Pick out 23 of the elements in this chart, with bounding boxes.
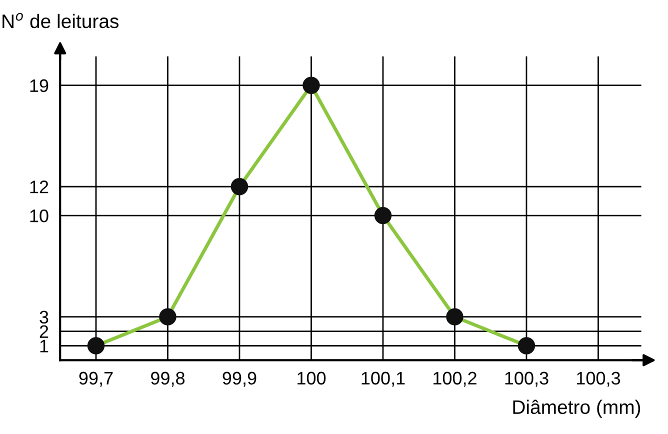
point — [230, 178, 248, 196]
y-tick-label: 2 — [40, 325, 48, 338]
x-tick-label: 99,7 — [79, 372, 113, 387]
x-tick-label: 99,8 — [151, 372, 185, 387]
x-tick-label: 100,1 — [362, 372, 405, 387]
y-axis-title: N$^{o}$ de leituras — [2, 12, 119, 28]
y-tick-label: 19 — [30, 79, 48, 92]
point — [518, 337, 536, 354]
x-axis-title: Diâmetro (mm) — [513, 400, 640, 418]
x-tick-label: 100,2 — [434, 372, 476, 387]
x-tick-label: 100,3 — [577, 372, 620, 387]
x-tick-label: 100,3 — [505, 372, 548, 387]
y-tick-label: 1 — [40, 340, 48, 352]
y-tick-label: 12 — [30, 180, 48, 194]
y-tick-label: 3 — [40, 310, 48, 324]
point — [87, 337, 105, 354]
point — [446, 308, 464, 326]
point — [374, 206, 392, 224]
y-tick-label: 10 — [30, 209, 48, 222]
point — [159, 308, 176, 326]
x-tick-label: 100 — [298, 372, 326, 385]
x-tick-label: 99,9 — [222, 372, 256, 387]
point — [302, 76, 320, 94]
